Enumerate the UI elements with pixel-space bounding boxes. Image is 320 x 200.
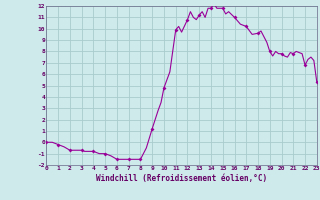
X-axis label: Windchill (Refroidissement éolien,°C): Windchill (Refroidissement éolien,°C) (96, 174, 267, 183)
